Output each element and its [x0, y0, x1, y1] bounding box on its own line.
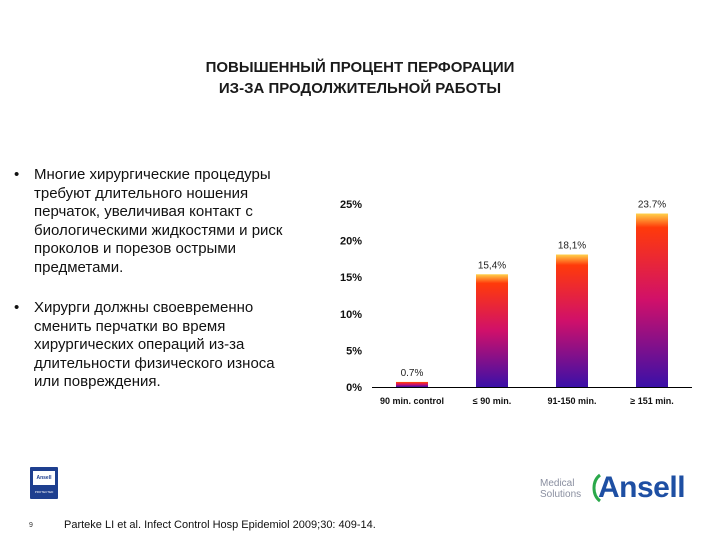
- y-tick-label: 0%: [346, 382, 362, 394]
- bar-chart: 0% 5% 10% 15% 20% 25% 0.7% 15,4% 18,1% 23.7% 90 …: [340, 199, 692, 406]
- bars: 0.7% 15,4% 18,1% 23.7%: [396, 200, 668, 387]
- bullet-line: или повреждения.: [34, 373, 161, 390]
- bullet-line: Хирурги должны своевременно: [34, 299, 254, 316]
- medical-line: Medical: [540, 478, 575, 489]
- citation: Parteke LI et al. Infect Control Hosp Ep…: [64, 519, 376, 531]
- small-logo-text: Ansell: [33, 471, 55, 485]
- bullet-line: Многие хирургические процедуры: [34, 166, 271, 183]
- y-tick-label: 5%: [346, 345, 362, 357]
- bullet-marker: •: [14, 299, 20, 316]
- ansell-swirl-icon: [592, 473, 602, 503]
- x-tick-label: ≤ 90 min.: [473, 396, 511, 406]
- y-tick-label: 25%: [340, 199, 362, 211]
- bullet-line: перчаток, увеличивая контакт с: [34, 203, 253, 220]
- y-tick-label: 15%: [340, 272, 362, 284]
- y-tick-label: 20%: [340, 236, 362, 248]
- bar-data-label: 18,1%: [558, 241, 586, 252]
- bullet-line: хирургических операций из-за: [34, 336, 245, 353]
- x-tick-label: 91-150 min.: [547, 396, 596, 406]
- slide-title-line-1: ПОВЫШЕННЫЙ ПРОЦЕНТ ПЕРФОРАЦИИ: [205, 59, 515, 76]
- slide-title: ПОВЫШЕННЫЙ ПРОЦЕНТ ПЕРФОРАЦИИ ИЗ-ЗА ПРОД…: [0, 57, 720, 99]
- bar: [556, 254, 588, 387]
- bar: [476, 274, 508, 387]
- solutions-line: Solutions: [540, 489, 582, 500]
- bullet-marker: •: [14, 166, 20, 183]
- bar-data-label: 15,4%: [478, 260, 506, 271]
- bullet-line: предметами.: [34, 258, 124, 276]
- bullet-line: биологическими жидкостями и риск: [34, 221, 283, 239]
- medical-solutions-text: Medical Solutions: [540, 478, 581, 500]
- bar: [636, 213, 668, 387]
- bullet-list: • Многие хирургические процедуры требуют…: [10, 166, 335, 414]
- page-number: 9: [29, 522, 33, 529]
- slide-title-line-2: ИЗ-ЗА ПРОДОЛЖИТЕЛЬНОЙ РАБОТЫ: [218, 80, 502, 97]
- bullet-line: сменить перчатки во время: [34, 317, 226, 335]
- x-axis-labels: 90 min. control ≤ 90 min. 91-150 min. ≥ 151…: [380, 396, 674, 406]
- bullet-item: • Многие хирургические процедуры требуют…: [10, 166, 335, 277]
- bar-data-label: 0.7%: [401, 368, 424, 379]
- ansell-logo: Ansell: [598, 471, 686, 504]
- bullet-line: требуют длительного ношения: [34, 184, 249, 202]
- x-tick-label: ≥ 151 min.: [630, 396, 673, 406]
- small-logo-sub: PROTECTED: [34, 490, 54, 494]
- x-tick-label: 90 min. control: [380, 396, 444, 406]
- y-tick-label: 10%: [340, 309, 362, 321]
- bullet-item: • Хирурги должны своевременно сменить пе…: [10, 299, 335, 392]
- bullet-line: длительности физического износа: [34, 354, 275, 372]
- y-axis-ticks: 0% 5% 10% 15% 20% 25%: [340, 199, 362, 394]
- bar: [396, 381, 428, 387]
- ansell-small-logo: Ansell PROTECTED: [30, 467, 58, 499]
- bullet-line: проколов и порезов острыми: [34, 240, 237, 257]
- bar-data-label: 23.7%: [638, 200, 666, 211]
